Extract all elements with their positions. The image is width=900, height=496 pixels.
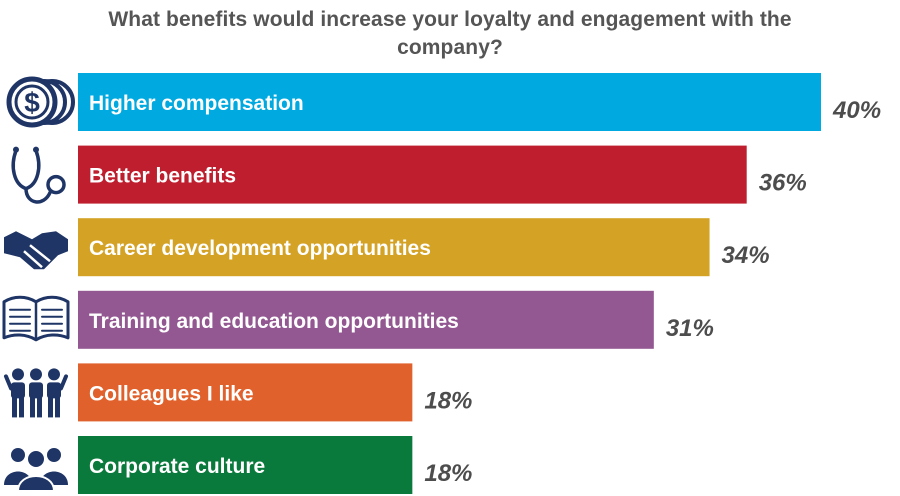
bar [78,145,747,204]
bar-row: Better benefits 36% [78,145,807,204]
dollar-coins-icon: $ [6,76,75,128]
bars-layer: Higher compensation 40% Better benefits 36%… [78,73,881,494]
value-label: 34% [722,242,770,269]
value-label: 18% [424,460,472,487]
bar [78,290,654,349]
value-label: 40% [832,97,881,124]
bar [78,363,413,422]
bar-label: Corporate culture [89,455,265,478]
open-book-icon [2,295,70,342]
chart-title: What benefits would increase your loyalt… [108,8,792,59]
value-label: 31% [666,315,714,342]
colleagues-icon [4,368,68,418]
bar-label: Career development opportunities [89,237,431,260]
bar-label: Higher compensation [89,92,304,115]
icons-layer: $ [2,76,75,492]
bar-row: Training and education opportunities 31% [78,290,714,349]
bar-row: Career development opportunities 34% [78,218,770,277]
bar [78,218,710,277]
group-icon [4,448,68,492]
bar-row: Higher compensation 40% [78,73,881,131]
handshake-icon [4,231,68,270]
bar [78,436,413,494]
stethoscope-icon [11,146,66,204]
bar-label: Colleagues I like [89,382,254,405]
svg-text:$: $ [24,87,40,118]
bar-label: Training and education opportunities [89,310,459,333]
value-label: 18% [424,387,472,414]
bar [78,73,821,131]
bar-row: Corporate culture 18% [78,436,472,494]
bar-label: Better benefits [89,165,236,188]
bar-row: Colleagues I like 18% [78,363,472,422]
value-label: 36% [759,170,807,197]
